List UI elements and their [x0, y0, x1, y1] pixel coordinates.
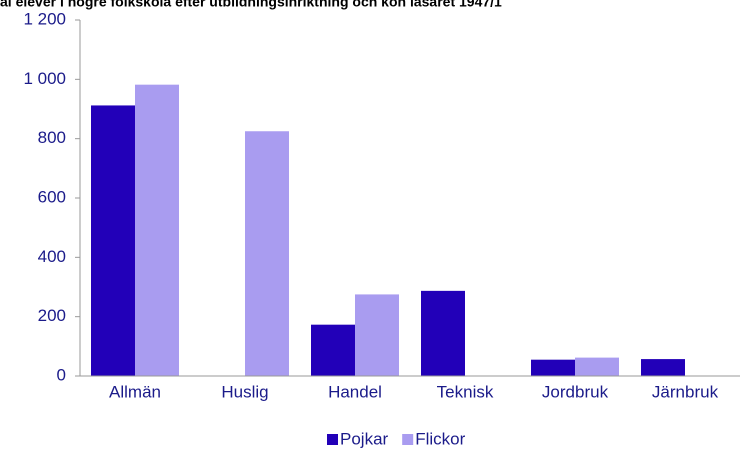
x-tick-label: Handel — [328, 382, 382, 401]
x-tick-label: Teknisk — [437, 382, 494, 401]
legend-label: Pojkar — [340, 429, 389, 448]
y-tick-label: 800 — [38, 128, 66, 147]
bar — [311, 324, 355, 376]
x-tick-label: Huslig — [221, 382, 268, 401]
bar — [245, 131, 289, 376]
legend-swatch — [327, 434, 338, 445]
bar — [91, 105, 135, 376]
x-tick-label: Jordbruk — [542, 382, 609, 401]
bar — [135, 84, 179, 376]
y-tick-label: 600 — [38, 187, 66, 206]
y-tick-label: 200 — [38, 306, 66, 325]
bar — [641, 359, 685, 376]
legend-label: Flickor — [415, 429, 465, 448]
y-tick-label: 0 — [57, 365, 66, 384]
y-tick-label: 1 000 — [23, 69, 66, 88]
x-tick-label: Allmän — [109, 382, 161, 401]
chart-title: al elever i högre folkskola efter utbild… — [0, 0, 502, 10]
bar — [531, 359, 575, 376]
legend-swatch — [402, 434, 414, 445]
bar — [575, 357, 619, 376]
bar — [421, 290, 465, 376]
x-tick-label: Järnbruk — [652, 382, 719, 401]
bar — [355, 294, 399, 376]
y-tick-label: 400 — [38, 247, 66, 266]
y-tick-label: 1 200 — [23, 9, 66, 28]
